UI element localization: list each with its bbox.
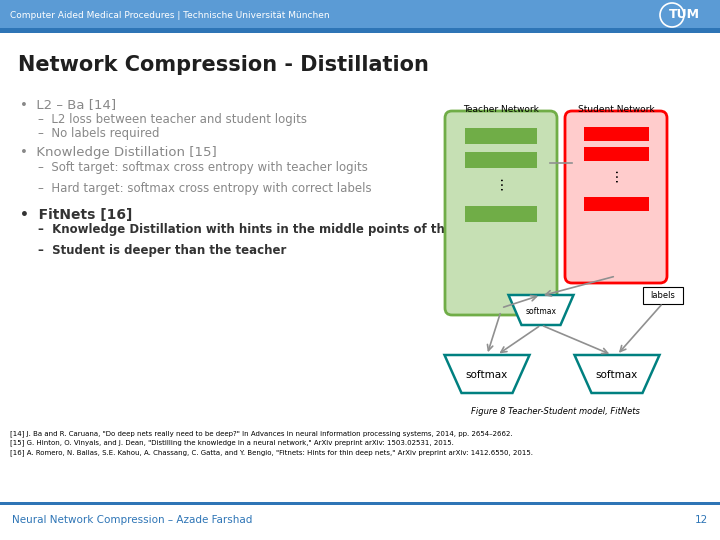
Text: ⋯: ⋯: [494, 176, 508, 190]
Text: –  Student is deeper than the teacher: – Student is deeper than the teacher: [38, 244, 287, 257]
Text: –  Soft target: softmax cross entropy with teacher logits: – Soft target: softmax cross entropy wit…: [38, 161, 368, 174]
Text: [15] G. Hinton, O. Vinyals, and J. Dean, "Distilling the knowledge in a neural n: [15] G. Hinton, O. Vinyals, and J. Dean,…: [10, 440, 454, 446]
Text: Student Network: Student Network: [577, 105, 654, 114]
Polygon shape: [444, 355, 529, 393]
Text: [14] J. Ba and R. Caruana, "Do deep nets really need to be deep?" In Advances in: [14] J. Ba and R. Caruana, "Do deep nets…: [10, 430, 513, 437]
Text: 12: 12: [695, 515, 708, 525]
Text: TUM: TUM: [669, 9, 700, 22]
Text: Computer Aided Medical Procedures | Technische Universität München: Computer Aided Medical Procedures | Tech…: [10, 10, 330, 19]
Text: Teacher Network: Teacher Network: [463, 105, 539, 114]
Polygon shape: [575, 355, 660, 393]
Text: Neural Network Compression – Azade Farshad: Neural Network Compression – Azade Farsh…: [12, 515, 253, 525]
Text: [16] A. Romero, N. Ballas, S.E. Kahou, A. Chassang, C. Gatta, and Y. Bengio, "Fi: [16] A. Romero, N. Ballas, S.E. Kahou, A…: [10, 449, 533, 456]
Polygon shape: [508, 295, 574, 325]
Text: ⋯: ⋯: [609, 168, 623, 182]
FancyBboxPatch shape: [465, 206, 537, 222]
Text: –  Knowledge Distillation with hints in the middle points of the network: – Knowledge Distillation with hints in t…: [38, 223, 511, 236]
Text: •  Knowledge Distillation [15]: • Knowledge Distillation [15]: [20, 146, 217, 159]
Text: softmax: softmax: [526, 307, 557, 315]
FancyBboxPatch shape: [0, 28, 720, 33]
Text: –  No labels required: – No labels required: [38, 127, 160, 140]
Text: labels: labels: [651, 291, 675, 300]
Text: softmax: softmax: [466, 370, 508, 380]
FancyBboxPatch shape: [565, 111, 667, 283]
FancyBboxPatch shape: [0, 502, 720, 504]
Text: –  Hard target: softmax cross entropy with correct labels: – Hard target: softmax cross entropy wit…: [38, 182, 372, 195]
FancyBboxPatch shape: [465, 128, 537, 144]
FancyBboxPatch shape: [583, 197, 649, 211]
Text: softmax: softmax: [596, 370, 638, 380]
FancyBboxPatch shape: [583, 127, 649, 141]
FancyBboxPatch shape: [445, 111, 557, 315]
Text: –  L2 loss between teacher and student logits: – L2 loss between teacher and student lo…: [38, 113, 307, 126]
FancyBboxPatch shape: [0, 0, 720, 32]
FancyBboxPatch shape: [583, 147, 649, 161]
FancyBboxPatch shape: [643, 287, 683, 304]
FancyBboxPatch shape: [465, 152, 537, 168]
Text: Network Compression - Distillation: Network Compression - Distillation: [18, 55, 429, 75]
Text: •  L2 – Ba [14]: • L2 – Ba [14]: [20, 98, 116, 111]
Text: Figure 8 Teacher-Student model, FitNets: Figure 8 Teacher-Student model, FitNets: [471, 407, 639, 416]
Text: •  FitNets [16]: • FitNets [16]: [20, 208, 132, 222]
